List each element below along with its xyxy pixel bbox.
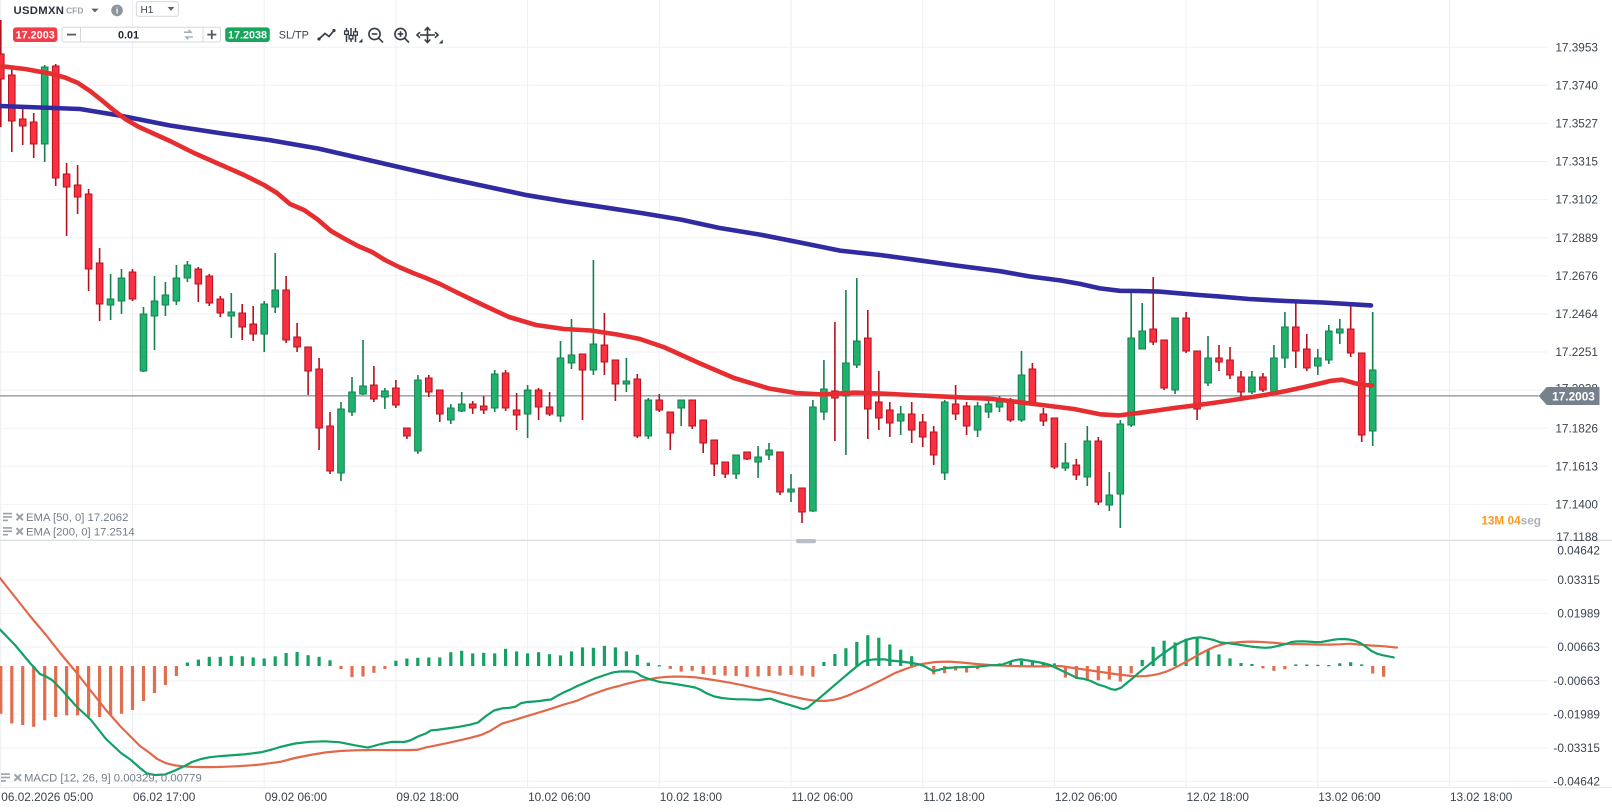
svg-text:17.3315: 17.3315 — [1555, 155, 1598, 169]
svg-text:17.2464: 17.2464 — [1555, 307, 1598, 321]
svg-text:17.1188: 17.1188 — [1556, 530, 1598, 544]
svg-text:EMA [200, 0] 17.2514: EMA [200, 0] 17.2514 — [26, 526, 135, 538]
svg-text:11.02 18:00: 11.02 18:00 — [923, 790, 985, 804]
svg-text:MACD [12, 26, 9] 0.00329, 0.00: MACD [12, 26, 9] 0.00329, 0.00779 — [24, 773, 202, 785]
svg-text:0.00663: 0.00663 — [1557, 640, 1600, 654]
svg-text:17.2889: 17.2889 — [1555, 231, 1598, 245]
svg-text:12.02 06:00: 12.02 06:00 — [1055, 790, 1118, 804]
svg-text:17.2251: 17.2251 — [1555, 345, 1598, 359]
svg-text:H1: H1 — [141, 5, 154, 16]
svg-text:17.2003: 17.2003 — [16, 30, 55, 42]
svg-text:09.02 06:00: 09.02 06:00 — [265, 790, 328, 804]
svg-text:CFD: CFD — [66, 6, 83, 16]
svg-text:-0.03315: -0.03315 — [1553, 741, 1600, 755]
svg-text:17.3740: 17.3740 — [1555, 78, 1598, 92]
svg-text:13M 04seg: 13M 04seg — [1481, 514, 1541, 528]
svg-text:17.3953: 17.3953 — [1555, 40, 1598, 54]
svg-text:13.02 18:00: 13.02 18:00 — [1450, 790, 1513, 804]
svg-text:17.3102: 17.3102 — [1555, 193, 1598, 207]
svg-text:17.2038: 17.2038 — [228, 30, 267, 42]
svg-text:17.1400: 17.1400 — [1555, 498, 1598, 512]
svg-text:12.02 18:00: 12.02 18:00 — [1187, 790, 1250, 804]
svg-text:-0.04642: -0.04642 — [1553, 774, 1600, 788]
svg-text:0.01: 0.01 — [118, 29, 139, 41]
svg-text:11.02 06:00: 11.02 06:00 — [792, 790, 854, 804]
svg-text:17.2676: 17.2676 — [1555, 269, 1598, 283]
svg-text:-0.00663: -0.00663 — [1553, 674, 1600, 688]
svg-text:17.3527: 17.3527 — [1555, 117, 1598, 131]
svg-text:0.03315: 0.03315 — [1557, 573, 1600, 587]
svg-text:i: i — [116, 6, 118, 16]
svg-text:17.1613: 17.1613 — [1555, 459, 1598, 473]
svg-text:USDMXN: USDMXN — [14, 5, 65, 17]
svg-text:17.1826: 17.1826 — [1555, 421, 1598, 435]
svg-text:10.02 18:00: 10.02 18:00 — [660, 790, 723, 804]
svg-text:SL/TP: SL/TP — [279, 30, 309, 42]
svg-text:17.2003: 17.2003 — [1552, 389, 1595, 403]
svg-text:10.02 06:00: 10.02 06:00 — [528, 790, 591, 804]
svg-text:13.02 06:00: 13.02 06:00 — [1318, 790, 1381, 804]
svg-text:-0.01989: -0.01989 — [1553, 707, 1600, 721]
svg-text:06.02 17:00: 06.02 17:00 — [133, 790, 196, 804]
svg-text:0.04642: 0.04642 — [1557, 544, 1600, 558]
svg-text:0.01989: 0.01989 — [1557, 607, 1600, 621]
svg-text:09.02 18:00: 09.02 18:00 — [396, 790, 459, 804]
svg-text:EMA [50, 0] 17.2062: EMA [50, 0] 17.2062 — [26, 512, 128, 524]
svg-text:06.02.2026 05:00: 06.02.2026 05:00 — [1, 790, 93, 804]
